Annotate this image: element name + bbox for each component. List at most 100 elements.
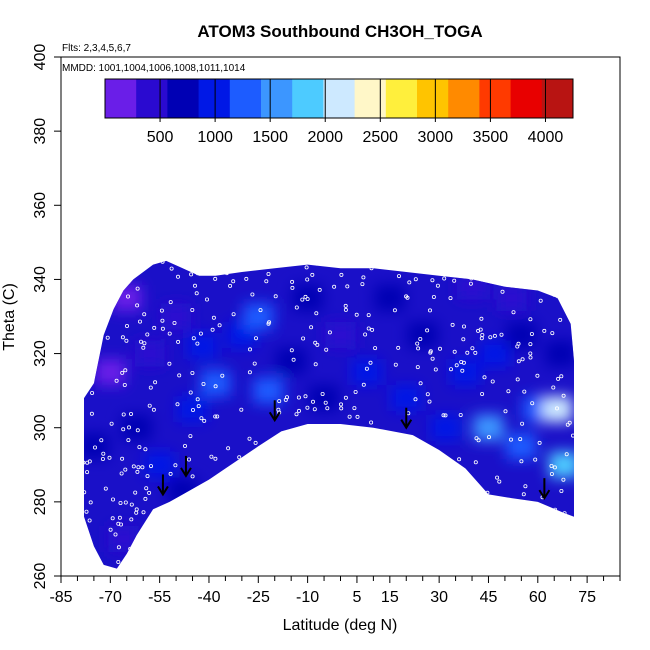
sample-point	[196, 514, 201, 519]
sample-point	[387, 539, 392, 544]
sample-point	[550, 566, 555, 569]
sample-point	[192, 489, 197, 494]
sample-point	[358, 509, 363, 514]
sample-point	[261, 486, 266, 491]
sample-point	[115, 278, 120, 283]
sample-point	[300, 297, 305, 302]
sample-point	[368, 360, 373, 365]
sample-point	[339, 272, 344, 277]
sample-point	[123, 467, 128, 472]
field-cell	[457, 273, 488, 300]
sample-point	[89, 376, 94, 381]
sample-point	[427, 399, 432, 404]
sample-point	[370, 565, 375, 569]
sample-point	[294, 412, 299, 417]
sample-point	[198, 331, 203, 336]
sample-point	[135, 469, 140, 474]
sample-point	[396, 345, 401, 350]
sample-point	[138, 339, 143, 344]
sample-point	[453, 545, 458, 550]
sample-point	[190, 370, 195, 375]
sample-point	[324, 493, 329, 498]
sample-point	[343, 479, 348, 484]
sample-point	[333, 508, 338, 513]
sample-point	[304, 565, 309, 569]
sample-point	[515, 377, 520, 382]
sample-point	[326, 428, 331, 433]
sample-point	[88, 500, 93, 505]
sample-point	[248, 262, 253, 267]
sample-point	[296, 395, 301, 400]
sample-point	[85, 470, 90, 475]
field-cell	[253, 377, 284, 404]
sample-point	[503, 409, 508, 414]
sample-point	[489, 260, 494, 264]
sample-point	[126, 294, 131, 299]
sample-point	[470, 346, 475, 351]
sample-point	[211, 315, 216, 320]
sample-point	[511, 310, 516, 315]
sample-point	[247, 347, 252, 352]
sample-point	[561, 540, 566, 545]
sample-point	[127, 561, 132, 566]
sample-point	[182, 443, 187, 448]
sample-point	[142, 312, 147, 317]
sample-point	[117, 515, 122, 520]
field-cell	[496, 284, 527, 311]
sample-point	[258, 308, 263, 313]
sample-point	[166, 550, 171, 555]
sample-point	[195, 341, 200, 346]
sample-point	[504, 264, 509, 269]
field-cell	[325, 322, 356, 349]
sample-point	[471, 558, 476, 563]
sample-point	[190, 474, 195, 479]
sample-point	[479, 336, 484, 341]
sample-point	[500, 557, 505, 562]
sample-point	[382, 432, 387, 437]
sample-point	[274, 478, 279, 483]
sample-point	[352, 406, 357, 411]
sample-point	[90, 274, 95, 279]
sample-point	[458, 412, 463, 417]
y-tick-label: 360	[32, 192, 49, 219]
sample-point	[84, 490, 87, 495]
sample-point	[160, 318, 165, 323]
chart-title: ATOM3 Southbound CH3OH_TOGA	[197, 22, 482, 41]
sample-point	[391, 521, 396, 526]
sample-point	[304, 265, 309, 270]
sample-point	[253, 440, 258, 445]
sample-point	[285, 496, 290, 501]
x-tick-label: 15	[381, 589, 399, 606]
sample-point	[264, 520, 269, 525]
sample-point	[251, 457, 256, 462]
sample-point	[97, 321, 102, 326]
sample-point	[569, 561, 574, 566]
sample-point	[521, 492, 526, 497]
sample-point	[159, 554, 164, 559]
sample-point	[204, 297, 209, 302]
field-cell	[473, 414, 504, 441]
colorbar-swatch	[198, 79, 231, 118]
sample-point	[274, 482, 279, 487]
dates-note: MMDD: 1001,1004,1006,1008,1011,1014	[62, 63, 246, 74]
sample-point	[105, 291, 110, 296]
sample-point	[361, 382, 366, 387]
sample-point	[413, 514, 418, 519]
sample-point	[114, 378, 119, 383]
sample-point	[149, 514, 154, 519]
sample-point	[136, 465, 141, 470]
field-cell	[506, 433, 537, 460]
sample-point	[472, 481, 477, 486]
sample-point	[120, 260, 125, 263]
sample-point	[310, 272, 315, 277]
x-axis: -85 -70 -55 -40 -25 -10 5 15 30 45 60 75	[49, 576, 621, 606]
x-tick-label: -85	[49, 589, 72, 606]
sample-point	[556, 533, 561, 538]
sample-point	[305, 277, 310, 282]
sample-point	[335, 492, 340, 497]
sample-point	[213, 414, 218, 419]
sample-point	[315, 342, 320, 347]
sample-point	[313, 362, 318, 367]
tropopause-arrow	[157, 474, 169, 497]
